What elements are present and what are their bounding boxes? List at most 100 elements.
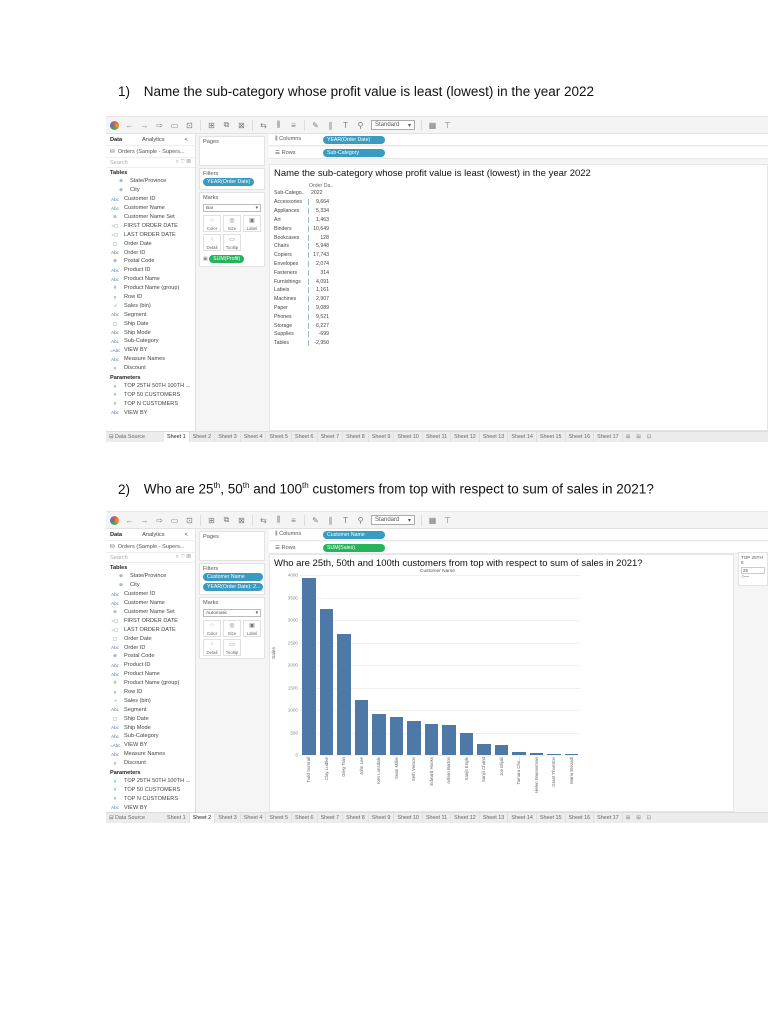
rows-pill[interactable]: Sub-Category bbox=[323, 148, 385, 157]
field-item[interactable]: Abc Order ID bbox=[111, 644, 146, 651]
sort-asc-icon[interactable]: ⫼ bbox=[276, 120, 281, 129]
field-item[interactable]: Abc Customer Name bbox=[111, 205, 165, 212]
group-icon[interactable]: ∥ bbox=[328, 515, 333, 525]
data-source-tab[interactable]: ⊟ Data Source bbox=[109, 815, 145, 821]
new-worksheet-icon[interactable]: ⊞ bbox=[208, 515, 215, 525]
bar[interactable] bbox=[302, 577, 316, 755]
sheet-tab[interactable]: Sheet 6 bbox=[292, 431, 318, 442]
color-button[interactable]: ⁘ Color bbox=[203, 620, 221, 637]
field-item[interactable]: ▢ Ship Date bbox=[106, 319, 195, 328]
field-item[interactable]: ⊕ State/Province bbox=[106, 177, 195, 186]
sheet-tab[interactable]: Sheet 15 bbox=[537, 431, 566, 442]
sheet-tab[interactable]: Sheet 8 bbox=[343, 431, 369, 442]
presentation-icon[interactable]: ⊤ bbox=[444, 120, 451, 130]
save-icon[interactable]: ▭ bbox=[170, 120, 179, 130]
datasource-item[interactable]: ⛁ Orders (Sample - Supers... bbox=[106, 541, 195, 553]
field-item[interactable]: Abc Segment bbox=[111, 706, 147, 713]
size-button[interactable]: ◎ Size bbox=[223, 215, 241, 232]
sheet-tab[interactable]: Sheet 8 bbox=[343, 812, 369, 823]
bar[interactable] bbox=[372, 714, 386, 755]
sheet-tab[interactable]: Sheet 3 bbox=[215, 431, 241, 442]
sheet-tab[interactable]: Sheet 13 bbox=[480, 431, 509, 442]
bar[interactable] bbox=[512, 751, 526, 755]
field-item[interactable]: # Row ID bbox=[106, 293, 195, 302]
label-button[interactable]: ▣ Label bbox=[243, 215, 261, 232]
redo-icon[interactable]: ⇨ bbox=[156, 515, 163, 525]
new-story-tab-icon[interactable]: ⊡ bbox=[646, 434, 652, 440]
size-button[interactable]: ◎ Size bbox=[223, 620, 241, 637]
field-item[interactable]: =▢ LAST ORDER DATE bbox=[111, 626, 176, 633]
columns-pill[interactable]: Customer Name bbox=[323, 530, 385, 539]
search-icon[interactable]: ⌕ ▽ ▥ bbox=[175, 554, 191, 560]
sheet-tab[interactable]: Sheet 9 bbox=[369, 431, 395, 442]
new-worksheet-icon[interactable]: ⊞ bbox=[208, 120, 215, 130]
field-item[interactable]: ⊕ City bbox=[106, 186, 195, 195]
field-item[interactable]: =▢ FIRST ORDER DATE bbox=[111, 617, 178, 624]
sheet-tab[interactable]: Sheet 11 bbox=[423, 431, 452, 442]
field-item[interactable]: Abc Sub-Category bbox=[111, 338, 159, 345]
sheet-tab[interactable]: Sheet 10 bbox=[394, 812, 423, 823]
mark-type-select[interactable]: Bar ▾ bbox=[203, 204, 261, 212]
field-item[interactable]: # TOP 50 CUSTOMERS bbox=[106, 390, 195, 399]
bar[interactable] bbox=[319, 608, 333, 755]
tab-data[interactable]: Data bbox=[110, 136, 123, 143]
show-cards-icon[interactable]: ▦ bbox=[428, 515, 437, 525]
field-item[interactable]: ⊕ Postal Code bbox=[106, 257, 195, 266]
bar[interactable] bbox=[354, 699, 368, 755]
field-item[interactable]: # TOP 25TH 50TH 100TH ... bbox=[106, 382, 195, 391]
rows-pill[interactable]: SUM(Sales) bbox=[323, 543, 385, 552]
back-icon[interactable]: ← bbox=[125, 515, 134, 525]
sheet-tab[interactable]: Sheet 15 bbox=[537, 812, 566, 823]
field-item[interactable]: Abc Product ID bbox=[111, 662, 151, 669]
field-item[interactable]: ▢ Order Date bbox=[106, 634, 195, 643]
filter-pill[interactable]: YEAR(Order Date) bbox=[203, 178, 255, 186]
sheet-tab[interactable]: Sheet 12 bbox=[451, 812, 480, 823]
new-dashboard-tab-icon[interactable]: ⊞ bbox=[636, 815, 641, 821]
new-story-tab-icon[interactable]: ⊡ bbox=[646, 815, 652, 821]
field-item[interactable]: Abc Ship Mode bbox=[111, 724, 151, 731]
columns-pill[interactable]: YEAR(Order Date) bbox=[323, 135, 385, 144]
labels-icon[interactable]: T bbox=[343, 120, 348, 130]
mark-type-select[interactable]: Automatic ▾ bbox=[203, 609, 261, 617]
detail-button[interactable]: ⁖ Detail bbox=[203, 234, 221, 251]
new-datasource-icon[interactable]: ⊡ bbox=[186, 120, 193, 130]
field-item[interactable]: Abc Product Name bbox=[111, 671, 160, 678]
sheet-tab[interactable]: Sheet 6 bbox=[292, 812, 318, 823]
datasource-item[interactable]: ⛁ Orders (Sample - Supers... bbox=[106, 146, 195, 158]
field-item[interactable]: ⊕ Postal Code bbox=[106, 652, 195, 661]
field-item[interactable]: ⩘ Sales (bin) bbox=[106, 301, 195, 310]
new-dashboard-tab-icon[interactable]: ⊞ bbox=[636, 434, 641, 440]
data-source-tab[interactable]: ⊟ Data Source bbox=[109, 434, 145, 440]
forward-icon[interactable]: → bbox=[140, 515, 149, 525]
bar[interactable] bbox=[407, 720, 421, 755]
pin-icon[interactable]: ⚲ bbox=[357, 515, 364, 525]
field-item[interactable]: Abc Sub-Category bbox=[111, 733, 159, 740]
sheet-tab[interactable]: Sheet 1 bbox=[164, 812, 190, 823]
sheet-tab[interactable]: Sheet 13 bbox=[480, 812, 509, 823]
filter-pill-year[interactable]: YEAR(Order Date): 2... bbox=[203, 583, 263, 591]
duplicate-sheet-icon[interactable]: ⧉ bbox=[223, 515, 230, 524]
field-item[interactable]: Abc Customer ID bbox=[111, 196, 156, 203]
redo-icon[interactable]: ⇨ bbox=[156, 120, 163, 130]
field-item[interactable]: =Abc VIEW BY bbox=[110, 742, 148, 749]
rows-shelf[interactable]: ☰ Rows SUM(Sales) bbox=[269, 542, 768, 554]
forward-icon[interactable]: → bbox=[140, 120, 149, 130]
field-item[interactable]: ⊛ Customer Name Set bbox=[106, 213, 195, 222]
sheet-tab[interactable]: Sheet 9 bbox=[369, 812, 395, 823]
field-item[interactable]: Abc Product Name bbox=[111, 276, 160, 283]
highlight-icon[interactable]: ✎ bbox=[312, 120, 319, 130]
field-search[interactable]: Search ⌕ ▽ ▥ bbox=[106, 553, 195, 563]
presentation-icon[interactable]: ⊤ bbox=[444, 515, 451, 525]
tooltip-button[interactable]: ▭ Tooltip bbox=[223, 234, 241, 251]
field-item[interactable]: Abc Customer Name bbox=[111, 600, 165, 607]
swap-icon[interactable]: ⇆ bbox=[260, 515, 267, 525]
bar[interactable] bbox=[477, 744, 491, 755]
new-datasource-icon[interactable]: ⊡ bbox=[186, 515, 193, 525]
sheet-tab[interactable]: Sheet 5 bbox=[266, 812, 292, 823]
bar[interactable] bbox=[494, 745, 508, 755]
sheet-tab[interactable]: Sheet 12 bbox=[451, 431, 480, 442]
sheet-tab[interactable]: Sheet 17 bbox=[594, 812, 623, 823]
field-item[interactable]: Abc Product ID bbox=[111, 267, 151, 274]
color-button[interactable]: ⁘ Color bbox=[203, 215, 221, 232]
sheet-tab[interactable]: Sheet 7 bbox=[318, 812, 344, 823]
